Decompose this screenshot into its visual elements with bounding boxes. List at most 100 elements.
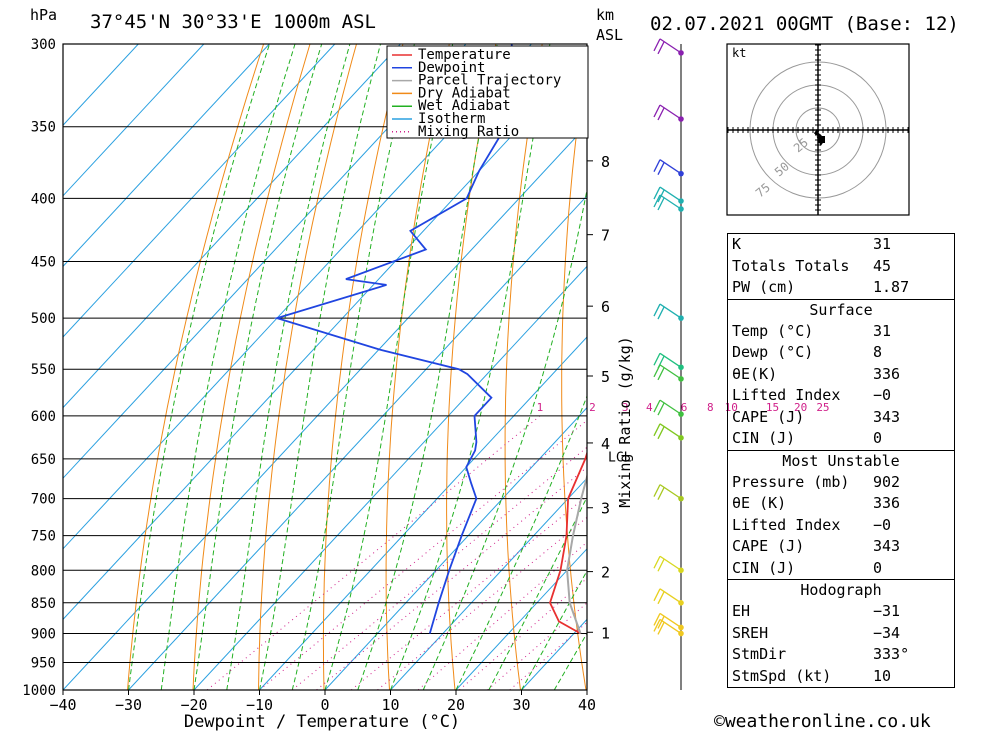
hodograph-storm-marker: [818, 136, 825, 143]
wind-barb-staff: [659, 186, 682, 202]
wet-adiabat-line: [128, 44, 270, 690]
pressure-tick-label: 900: [31, 626, 56, 642]
wind-barb-dot: [678, 435, 684, 441]
surface-lifted-index: Lifted Index −0: [732, 386, 892, 404]
wind-barb-dot: [678, 411, 684, 417]
pressure-tick-label: 800: [31, 563, 56, 579]
wind-barb-flag: [653, 613, 661, 626]
wind-barb-staff: [659, 423, 682, 439]
isotherm-line: [63, 44, 270, 268]
isotherm-line: [324, 406, 587, 690]
dry-adiabat-line: [192, 44, 311, 690]
copyright: ©weatheronline.co.uk: [714, 711, 931, 732]
wind-barb-dot: [678, 376, 684, 382]
km-tick-label: 1: [601, 624, 610, 642]
mixing-ratio-line: [316, 466, 587, 690]
dry-adiabat-line: [385, 44, 450, 690]
wind-barb-flag: [657, 616, 665, 629]
wind-barb-staff: [659, 159, 682, 175]
wet-adiabat-line: [324, 44, 454, 690]
km-tick-label: 4: [601, 435, 610, 453]
hodograph-title: Hodograph: [800, 581, 882, 599]
surface-cape: CAPE (J) 343: [732, 407, 901, 426]
mixing-ratio-axis-label: Mixing Ratio (g/kg): [616, 336, 634, 508]
isotherm-line: [63, 44, 336, 338]
pressure-tick-label: 400: [31, 191, 56, 207]
datetime-title: 02.07.2021 00GMT (Base: 12): [650, 13, 959, 35]
wind-barb-flag: [653, 619, 661, 632]
series-temperature: [549, 450, 587, 635]
wind-barb-staff: [659, 612, 682, 629]
height-unit-km: km: [596, 6, 614, 24]
mixing-ratio-line: [206, 415, 541, 690]
pressure-tick-label: 650: [31, 452, 56, 468]
mixing-ratio-label: 25: [816, 401, 829, 414]
pressure-tick-label: 700: [31, 492, 56, 508]
index-k: K 31: [732, 235, 892, 253]
pressure-tick-label: 750: [31, 529, 56, 545]
wind-barb-dot: [678, 624, 684, 631]
wind-barb-staff: [659, 364, 682, 380]
isotherm-line: [63, 53, 587, 621]
pressure-tick-label: 600: [31, 409, 56, 425]
isotherm-line: [63, 44, 532, 550]
wet-adiabat-line: [488, 496, 587, 690]
wind-barbs: [653, 38, 684, 637]
wind-barb-dot: [678, 170, 684, 177]
most-unstable-section: Most Unstable Pressure (mb) 902 θE (K) 336…: [728, 451, 954, 580]
pressure-tick-label: 300: [31, 37, 56, 53]
isotherm-line: [259, 336, 587, 690]
wind-barb-staff: [659, 38, 682, 54]
location-title: 37°45'N 30°33'E 1000m ASL: [90, 11, 376, 33]
profile-series: [273, 44, 587, 635]
isotherm-line: [63, 44, 139, 126]
mixing-ratio-label: 4: [646, 401, 653, 414]
isotherm-line: [128, 195, 587, 690]
dry-adiabat-line: [504, 44, 543, 690]
pressure-tick-label: 850: [31, 596, 56, 612]
x-tick-label: 40: [578, 696, 596, 714]
isotherm-line: [390, 477, 587, 690]
wind-barb-flag: [657, 426, 665, 440]
wind-barb-flag: [657, 306, 665, 320]
x-tick-label: −20: [180, 696, 207, 714]
lcl-label: LCL: [608, 450, 632, 465]
mu-pressure: Pressure (mb) 902: [732, 472, 901, 491]
wind-barb-flag: [653, 588, 661, 602]
mixing-ratio-line: [350, 495, 587, 690]
hodograph: kt 25 50 75: [726, 43, 910, 216]
height-axis: 1 2 3 4 5 6 7 8 LCL: [587, 153, 632, 642]
mixing-ratio-label: 1: [537, 401, 544, 414]
pressure-tick-label: 1000: [22, 683, 56, 699]
series-dewpoint: [273, 44, 516, 634]
mixing-ratio-label: 2: [589, 401, 596, 414]
wind-barb-dot: [678, 116, 684, 122]
mu-theta-e: θE (K) 336: [732, 494, 901, 512]
surface-dewp: Dewp (°C) 8: [732, 343, 883, 361]
wind-barb-dot: [678, 567, 684, 574]
km-tick-label: 5: [601, 368, 610, 386]
wind-barb-dot: [678, 495, 684, 502]
wind-barb-flag: [653, 484, 661, 497]
hodo-sreh: SREH −34: [732, 623, 901, 642]
isotherm-line: [63, 44, 467, 479]
wet-adiabat-line: [455, 394, 587, 690]
isotherm-line: [63, 124, 587, 690]
dry-adiabat-line: [127, 44, 265, 690]
height-unit-asl: ASL: [596, 26, 623, 44]
wind-barb-dot: [678, 630, 684, 637]
wind-barb-flag: [653, 186, 661, 200]
wind-barb-staff: [659, 399, 682, 415]
wind-barb-dot: [678, 198, 684, 204]
hodograph-unit: kt: [732, 46, 746, 60]
wind-barb-flag: [657, 487, 665, 500]
x-axis-label: Dewpoint / Temperature (°C): [184, 712, 460, 732]
mu-cin: CIN (J) 0: [732, 558, 883, 577]
wind-barb-flag: [657, 41, 665, 55]
dry-adiabat-line: [561, 51, 587, 690]
wind-barb-staff: [659, 104, 682, 120]
wind-barb-flag: [657, 197, 665, 211]
wind-barb-staff: [659, 303, 682, 319]
